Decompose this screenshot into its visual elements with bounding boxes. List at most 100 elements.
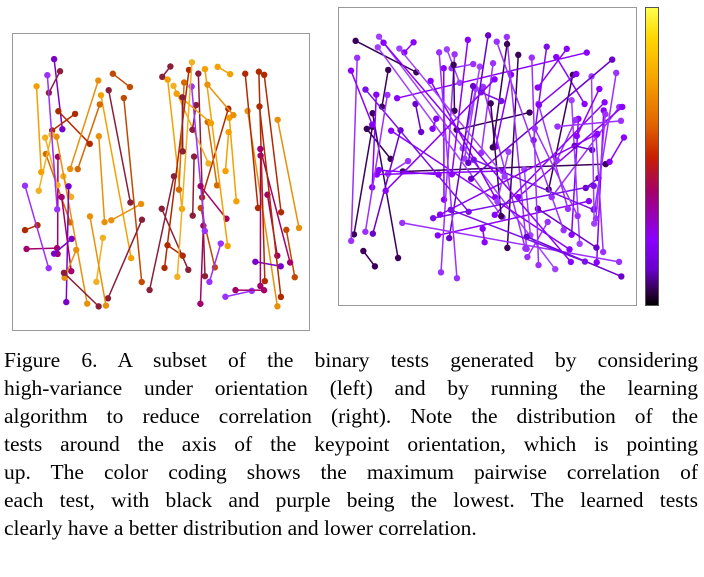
binary-test-segment <box>477 89 505 105</box>
test-endpoint <box>450 61 457 69</box>
test-endpoint <box>552 265 559 273</box>
binary-test-segment <box>232 286 268 294</box>
binary-test-segment <box>189 153 198 219</box>
test-endpoint <box>38 168 45 176</box>
binary-test-segment <box>465 32 492 167</box>
test-line <box>163 69 190 268</box>
test-endpoint <box>352 37 359 45</box>
binary-test-segment <box>146 173 178 294</box>
test-endpoint <box>71 110 79 118</box>
test-endpoint <box>476 63 484 70</box>
test-line <box>276 119 300 229</box>
binary-test-segment <box>553 53 588 108</box>
test-endpoint <box>274 116 281 123</box>
test-endpoint <box>618 273 625 280</box>
binary-test-segment <box>204 81 237 119</box>
binary-test-segment <box>58 193 75 275</box>
test-endpoint <box>371 263 379 270</box>
test-line <box>259 148 291 263</box>
test-endpoint <box>543 43 550 50</box>
test-endpoint <box>274 252 281 259</box>
test-line <box>398 48 506 177</box>
binary-test-segment <box>256 103 285 301</box>
test-line <box>377 46 504 218</box>
test-line <box>364 89 470 213</box>
test-endpoint <box>583 49 590 56</box>
test-endpoint <box>515 51 522 59</box>
test-endpoint <box>568 231 575 238</box>
test-endpoint <box>572 116 579 124</box>
binary-test-segment <box>120 94 145 286</box>
test-endpoint <box>222 293 229 300</box>
test-endpoint <box>440 65 447 72</box>
test-line <box>107 219 143 299</box>
test-line <box>557 120 622 128</box>
test-endpoint <box>393 94 401 102</box>
test-line <box>355 40 417 73</box>
test-line <box>190 86 206 232</box>
test-endpoint <box>201 227 209 235</box>
test-endpoint <box>387 127 395 134</box>
test-endpoint <box>620 134 628 141</box>
test-line <box>24 185 50 269</box>
test-endpoint <box>363 125 370 133</box>
test-endpoint <box>61 274 68 281</box>
test-endpoint <box>180 79 188 86</box>
test-line <box>161 208 189 271</box>
test-endpoint <box>360 247 367 255</box>
test-endpoint <box>286 259 294 266</box>
binary-test-segment <box>283 226 298 281</box>
correlation-colorbar <box>645 7 659 306</box>
test-endpoint <box>159 73 166 81</box>
test-endpoint <box>67 193 75 201</box>
binary-test-segment <box>606 134 628 165</box>
test-line <box>199 225 205 304</box>
test-endpoint <box>491 211 498 219</box>
binary-test-segment <box>436 130 601 218</box>
test-endpoint <box>505 148 512 156</box>
test-line <box>204 68 229 247</box>
left-tests-plot <box>21 55 303 310</box>
binary-test-segment <box>179 94 186 155</box>
test-line <box>381 69 389 107</box>
test-endpoint <box>173 90 180 97</box>
caption-line: algorithm to reduce correlation (right).… <box>4 404 698 428</box>
binary-test-segment <box>175 79 188 193</box>
test-endpoint <box>68 267 75 275</box>
test-endpoint <box>574 212 581 220</box>
binary-test-segment <box>461 63 484 162</box>
test-endpoint <box>576 240 583 248</box>
test-endpoint <box>501 173 508 180</box>
test-endpoint <box>593 244 600 251</box>
test-endpoint <box>170 82 177 90</box>
test-endpoint <box>105 87 112 94</box>
test-endpoint <box>283 226 290 234</box>
test-endpoint <box>394 254 402 262</box>
test-endpoint <box>108 217 115 224</box>
binary-test-segment <box>21 182 52 272</box>
caption-line: Figure 6. A subset of the binary tests g… <box>4 348 698 372</box>
test-endpoint <box>563 45 570 53</box>
binary-test-segment <box>161 66 193 272</box>
test-line <box>402 222 620 263</box>
test-line <box>538 73 577 106</box>
test-line <box>576 88 600 137</box>
binary-test-segment <box>434 197 593 239</box>
test-endpoint <box>45 264 52 272</box>
binary-test-segment <box>554 117 625 130</box>
test-endpoint <box>60 269 68 277</box>
test-line <box>350 70 373 125</box>
test-endpoint <box>174 273 181 281</box>
binary-test-segment <box>534 45 570 91</box>
test-line <box>206 84 234 116</box>
test-endpoint <box>464 36 472 44</box>
test-line <box>537 208 597 249</box>
test-endpoint <box>437 269 445 276</box>
test-endpoint <box>553 53 560 61</box>
test-endpoint <box>242 70 249 77</box>
test-endpoint <box>225 128 232 136</box>
test-endpoint <box>503 40 511 48</box>
test-endpoint <box>137 200 145 208</box>
test-line <box>191 156 195 216</box>
test-line <box>46 75 58 210</box>
